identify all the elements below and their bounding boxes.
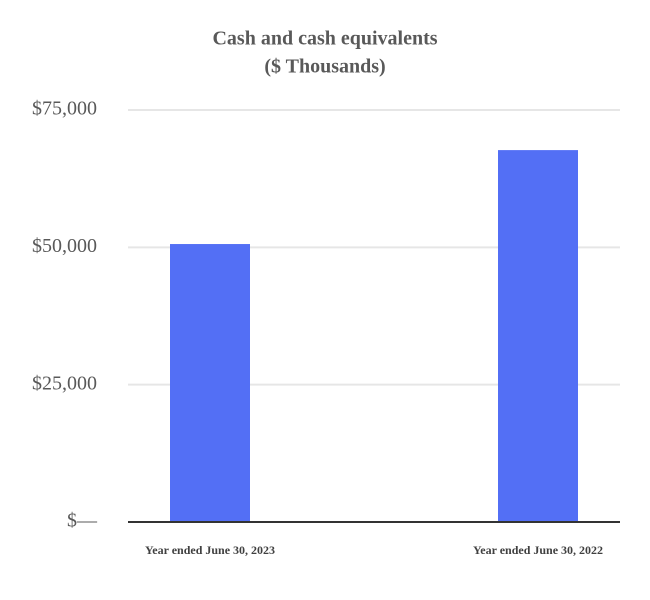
bar: [498, 150, 578, 523]
y-tick-label: $75,000: [32, 98, 97, 120]
y-tick-label: $50,000: [32, 235, 97, 257]
y-tick-label: $—: [67, 510, 98, 532]
chart-subtitle: ($ Thousands): [264, 56, 385, 78]
bar: [170, 244, 250, 522]
y-tick-label: $25,000: [32, 372, 97, 394]
x-tick-label: Year ended June 30, 2023: [144, 543, 276, 557]
chart-title: Cash and cash equivalents: [212, 28, 437, 50]
x-tick-label: Year ended June 30, 2022: [472, 543, 604, 557]
